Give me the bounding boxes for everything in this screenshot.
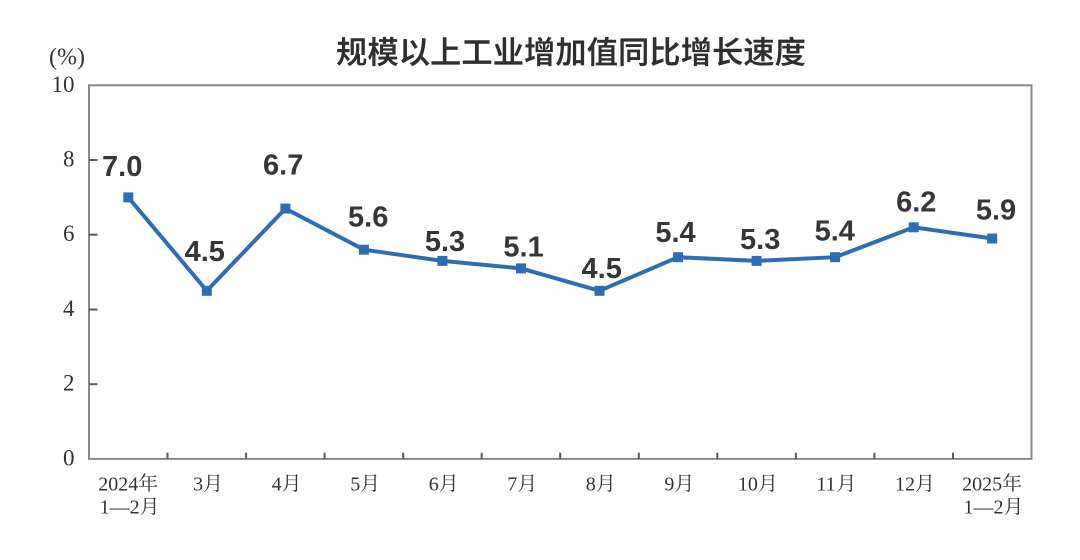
svg-text:7: 7 — [507, 473, 517, 495]
svg-text:5.3: 5.3 — [740, 224, 780, 256]
svg-text:9: 9 — [664, 473, 674, 495]
svg-text:0: 0 — [63, 445, 75, 470]
svg-text:1—2: 1—2 — [964, 497, 1004, 519]
svg-text:2024: 2024 — [98, 473, 138, 495]
svg-text:5.4: 5.4 — [655, 217, 695, 249]
svg-text:5.6: 5.6 — [348, 201, 388, 233]
svg-text:6: 6 — [63, 221, 75, 246]
svg-text:4: 4 — [272, 473, 282, 495]
svg-text:5: 5 — [350, 473, 360, 495]
svg-text:(%): (%) — [49, 45, 85, 71]
svg-text:7.0: 7.0 — [102, 151, 142, 183]
svg-text:3: 3 — [193, 473, 203, 495]
svg-text:5.9: 5.9 — [976, 195, 1016, 227]
svg-text:4.5: 4.5 — [582, 253, 622, 285]
svg-text:11: 11 — [816, 473, 835, 495]
svg-text:10: 10 — [738, 473, 758, 495]
svg-text:5.4: 5.4 — [815, 216, 855, 248]
svg-text:8: 8 — [586, 473, 596, 495]
svg-text:6: 6 — [429, 473, 439, 495]
svg-text:1—2: 1—2 — [100, 497, 140, 519]
svg-text:12: 12 — [895, 473, 915, 495]
svg-text:2025: 2025 — [962, 473, 1002, 495]
svg-text:5.3: 5.3 — [425, 226, 465, 258]
svg-text:6.7: 6.7 — [263, 149, 303, 181]
svg-text:4: 4 — [63, 296, 75, 321]
svg-text:5.1: 5.1 — [503, 232, 543, 264]
svg-text:4.5: 4.5 — [185, 236, 225, 268]
svg-text:6.2: 6.2 — [896, 187, 936, 219]
svg-text:10: 10 — [52, 72, 75, 97]
svg-text:8: 8 — [63, 147, 75, 172]
svg-text:2: 2 — [63, 371, 75, 396]
